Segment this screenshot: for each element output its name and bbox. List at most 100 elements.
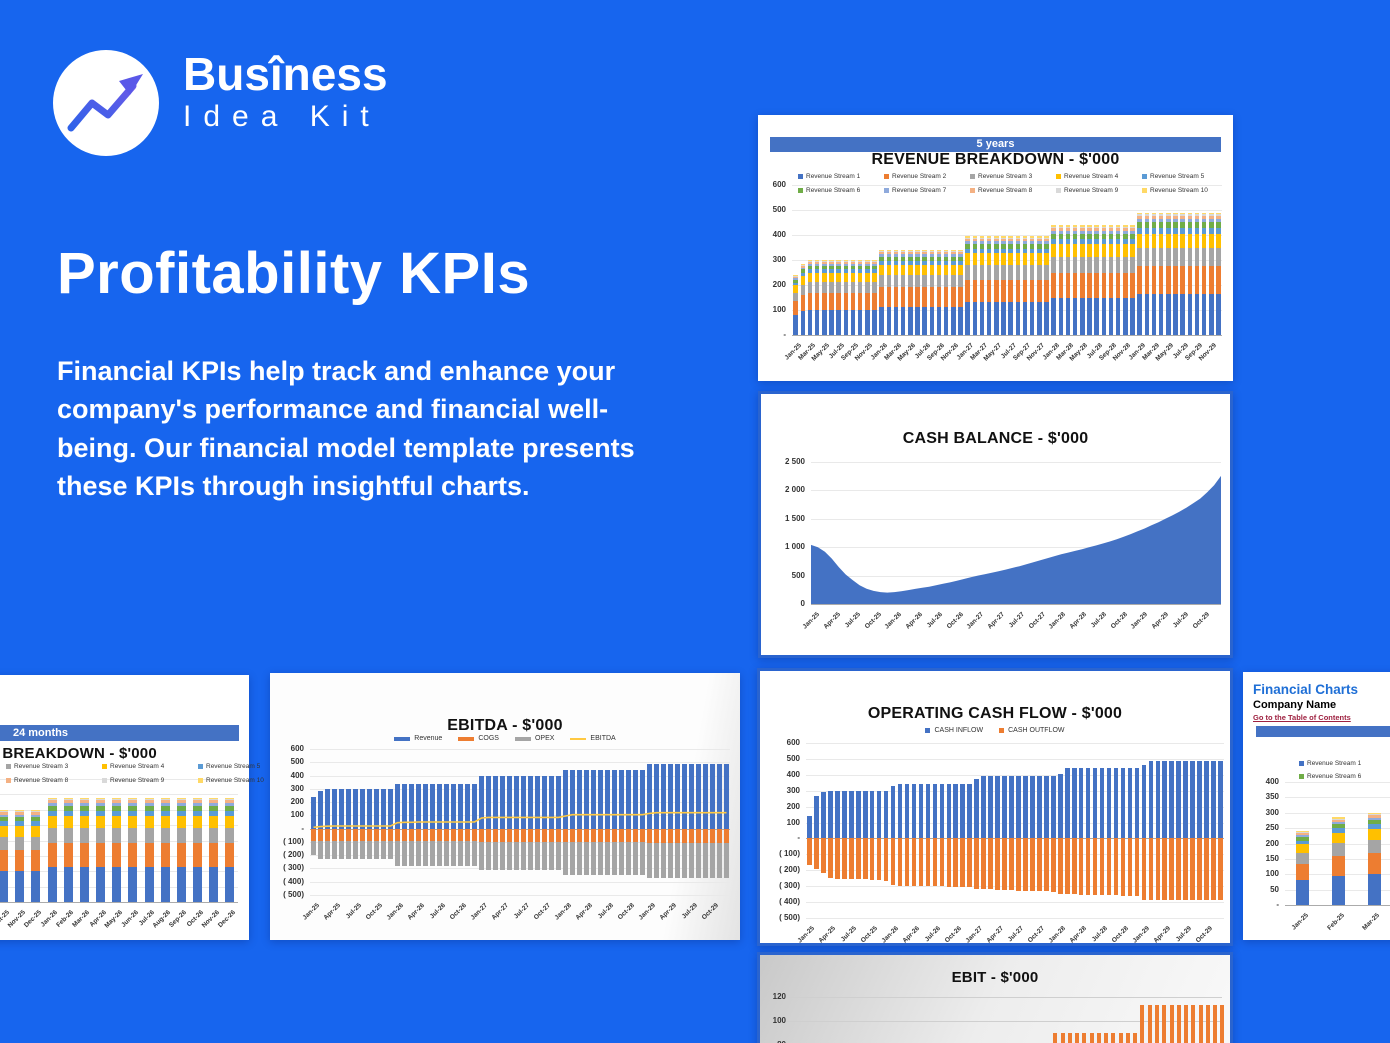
bar-segment (0, 850, 9, 872)
company-name: Company Name (1253, 699, 1337, 711)
bar (176, 797, 186, 902)
plot-area (792, 185, 1222, 336)
y-tick-label: 400 (772, 230, 786, 239)
revenue-bar (388, 788, 393, 829)
y-tick-label: 300 (772, 255, 786, 264)
revenue-bar (605, 770, 610, 829)
bar-segment (1166, 218, 1171, 223)
bar-segment (176, 843, 186, 867)
bar-segment (929, 252, 934, 255)
legend-label: Revenue Stream 5 (1150, 173, 1205, 180)
y-tick-label: 300 (786, 785, 800, 795)
legend-item: Revenue (394, 735, 442, 742)
y-tick-label: 1 000 (784, 542, 805, 552)
bar (1015, 236, 1020, 335)
bar-segment (193, 802, 203, 806)
legend-item: CASH OUTFLOW (999, 727, 1065, 734)
page-title: Profitability KPIs (57, 241, 531, 306)
bar-segment (1001, 253, 1006, 266)
revenue-bar (332, 788, 337, 829)
opex-segment (374, 841, 379, 860)
y-tick-label: 350 (1265, 792, 1279, 802)
bar-segment (807, 269, 813, 274)
bar-segment (63, 798, 73, 801)
y-tick-label: 100 (786, 817, 800, 827)
banner-5-years: 5 years (770, 137, 1221, 152)
cogs-segment (458, 828, 463, 842)
outflow-bar (1092, 838, 1098, 895)
bar-segment (979, 265, 985, 280)
sheet-title: Financial Charts (1253, 682, 1359, 697)
bar (1080, 225, 1085, 335)
bar-segment (1029, 243, 1035, 249)
outflow-bar (1190, 838, 1195, 901)
legend-label: Revenue (414, 735, 443, 742)
inflow-bar (1030, 775, 1035, 839)
bar-segment (1173, 293, 1178, 335)
outflow-bar (814, 838, 819, 869)
legend-label: Revenue Stream 6 (1307, 773, 1362, 780)
bar-segment (958, 252, 963, 255)
bar (1051, 225, 1056, 335)
bar-segment (160, 798, 170, 801)
bar-segment (1151, 233, 1157, 249)
bar-segment (872, 281, 877, 293)
panel-revenue-breakdown-5y: 5 years REVENUE BREAKDOWN - $'000 600 500… (758, 115, 1233, 381)
bar-segment (1001, 243, 1006, 249)
table-of-contents-link[interactable]: Go to the Table of Contents (1253, 713, 1351, 722)
plot-area (806, 743, 1224, 919)
outflow-bar (995, 838, 1000, 890)
revenue-bar (325, 788, 330, 829)
bar-segment (1296, 844, 1310, 853)
gridline (811, 490, 1221, 492)
bar-segment (1087, 228, 1092, 231)
bar-segment (1194, 227, 1200, 234)
opex-segment (542, 841, 547, 870)
outflow-bar (1183, 838, 1188, 901)
cost-bar (514, 828, 519, 870)
y-tick-label: 100 (772, 305, 786, 314)
bar-segment (814, 293, 820, 310)
bar-segment (850, 269, 856, 274)
opex-segment (556, 841, 561, 870)
bar (879, 250, 884, 335)
bar-segment (1094, 228, 1099, 231)
bar-segment (1044, 253, 1049, 266)
bar-segment (1180, 218, 1185, 223)
cost-bar (556, 828, 561, 870)
bar-segment (793, 282, 798, 286)
bar-segment (15, 809, 25, 812)
bar-segment (1296, 837, 1310, 841)
bar-segment (843, 273, 848, 282)
legend-label: Revenue Stream 7 (892, 187, 947, 194)
cogs-segment (689, 828, 694, 843)
bar-segment (15, 850, 25, 872)
cost-bar (535, 828, 540, 870)
bar-segment (1201, 222, 1207, 228)
inflow-bar (835, 790, 840, 839)
revenue-bar (339, 788, 344, 829)
revenue-bar (458, 783, 463, 829)
outflow-bar (1078, 838, 1084, 895)
bar-segment (63, 797, 73, 799)
bar-segment (1216, 212, 1221, 215)
bar-segment (1123, 233, 1128, 239)
bar-segment (1101, 244, 1106, 258)
cost-bar (346, 828, 351, 860)
bar (225, 797, 235, 902)
bar (160, 797, 170, 902)
bar-segment (958, 260, 963, 265)
bar-segment (1367, 839, 1381, 854)
y-tick-label: 200 (786, 801, 800, 811)
bar-segment (1101, 228, 1106, 231)
bar-segment (0, 814, 9, 817)
gridline (786, 1021, 1222, 1022)
cogs-segment (339, 828, 344, 842)
bar-segment (1080, 298, 1085, 335)
bar-segment (936, 251, 942, 253)
opex-segment (612, 841, 617, 876)
revenue-bar (374, 788, 379, 829)
bar (915, 250, 920, 335)
bar-segment (943, 256, 949, 261)
